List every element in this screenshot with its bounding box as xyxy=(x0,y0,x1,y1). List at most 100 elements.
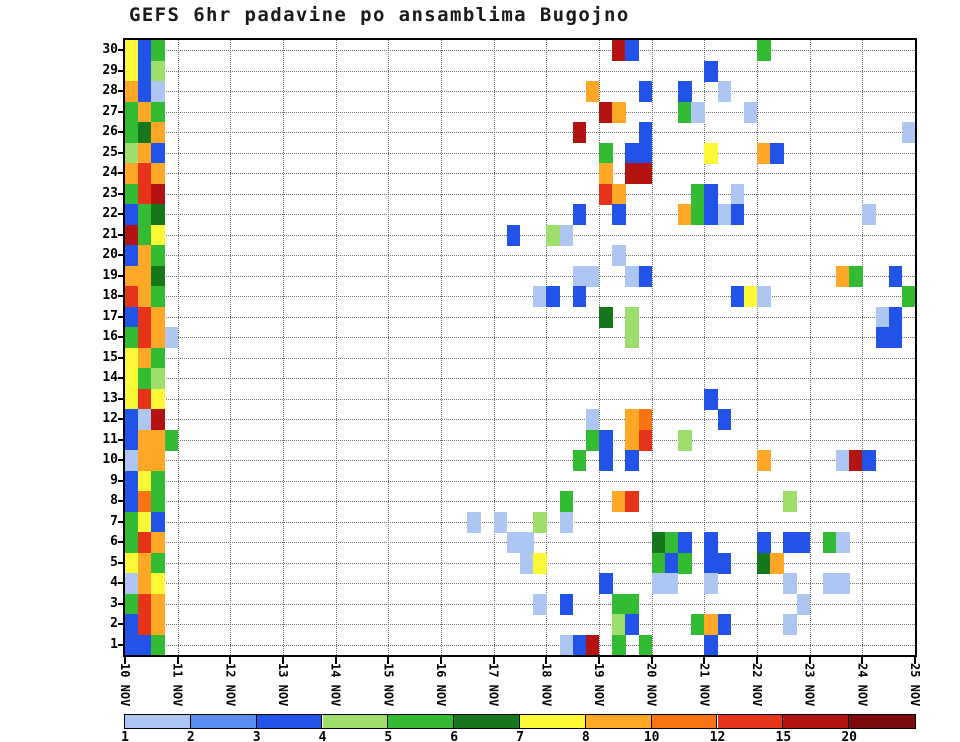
heatmap-cell xyxy=(151,306,165,328)
heatmap-cell xyxy=(704,60,718,82)
y-axis-tick-mark xyxy=(118,377,125,380)
heatmap-cell xyxy=(125,101,139,123)
heatmap-cell xyxy=(546,224,560,246)
color-scale-segment xyxy=(783,715,850,728)
gridline-horizontal xyxy=(125,583,915,585)
heatmap-cell xyxy=(691,101,705,123)
heatmap-cell xyxy=(125,634,139,655)
gridline-horizontal xyxy=(125,214,915,216)
heatmap-cell xyxy=(151,388,165,410)
heatmap-cell xyxy=(678,429,692,451)
heatmap-cell xyxy=(757,40,771,61)
color-scale-tick-label: 7 xyxy=(516,730,524,742)
heatmap-cell xyxy=(625,593,639,615)
x-axis-tick-label: 19 NOV xyxy=(592,663,606,707)
heatmap-cell xyxy=(151,511,165,533)
heatmap-cell xyxy=(138,409,152,430)
gridline-vertical xyxy=(230,40,232,655)
y-axis-tick-label: 15 xyxy=(102,349,118,365)
color-scale-segment xyxy=(454,715,520,728)
heatmap-cell xyxy=(599,429,613,451)
color-scale-segment xyxy=(322,715,389,728)
heatmap-cell xyxy=(730,286,745,307)
heatmap-cell xyxy=(151,532,165,553)
y-axis-tick-mark xyxy=(118,500,125,503)
color-scale-bar xyxy=(124,714,916,729)
y-axis-tick-label: 4 xyxy=(110,575,118,591)
y-axis-tick-mark xyxy=(118,172,125,175)
heatmap-cell xyxy=(625,429,639,451)
heatmap-cell xyxy=(559,511,574,533)
x-axis-tick-mark xyxy=(861,656,864,664)
y-axis-tick-label: 23 xyxy=(102,185,118,201)
color-scale-tick-label: 5 xyxy=(384,730,393,742)
heatmap-cell xyxy=(585,81,600,102)
y-axis-tick-mark xyxy=(118,49,125,52)
heatmap-cell xyxy=(138,40,152,61)
heatmap-cell xyxy=(572,634,587,655)
heatmap-cell xyxy=(625,40,639,61)
heatmap-cell xyxy=(533,552,547,574)
gridline-horizontal xyxy=(125,50,915,52)
heatmap-cell xyxy=(599,450,613,471)
color-scale-tick-label: 1 xyxy=(121,730,129,742)
x-axis-tick-label: 18 NOV xyxy=(539,663,554,707)
y-axis-tick-label: 7 xyxy=(110,513,118,529)
heatmap-cell xyxy=(625,163,639,184)
color-scale-segment xyxy=(256,715,323,728)
x-axis-tick-mark xyxy=(229,656,232,664)
y-axis-tick-label: 16 xyxy=(102,329,118,345)
heatmap-cell xyxy=(138,450,152,471)
gridline-horizontal xyxy=(125,357,915,359)
y-axis-tick-mark xyxy=(118,131,125,134)
y-axis-tick-mark xyxy=(118,295,125,298)
heatmap-cell xyxy=(125,552,139,574)
heatmap-cell xyxy=(691,183,705,205)
gridline-horizontal xyxy=(125,419,915,421)
heatmap-cell xyxy=(625,450,639,471)
x-axis-tick-label: 14 NOV xyxy=(328,663,343,707)
x-axis-tick-mark xyxy=(334,656,337,664)
heatmap-cell xyxy=(151,327,165,348)
heatmap-cell xyxy=(125,81,139,102)
gridline-vertical xyxy=(599,40,600,655)
heatmap-cell xyxy=(585,634,600,655)
x-axis-tick-mark xyxy=(703,656,706,664)
y-axis-tick-mark xyxy=(118,561,125,564)
heatmap-cell xyxy=(612,40,626,61)
x-axis-tick-label: 23 NOV xyxy=(802,663,817,707)
x-axis-tick-mark xyxy=(914,656,916,664)
heatmap-cell xyxy=(717,409,732,430)
heatmap-cell xyxy=(125,532,139,553)
color-scale-tick-label: 6 xyxy=(450,730,459,742)
heatmap-cell xyxy=(138,204,152,225)
heatmap-cell xyxy=(151,40,165,61)
heatmap-cell xyxy=(533,511,547,533)
x-axis-tick-label: 24 NOV xyxy=(855,663,870,707)
heatmap-cell xyxy=(717,552,732,574)
heatmap-cell xyxy=(625,265,639,287)
y-axis-tick-label: 27 xyxy=(102,103,118,119)
x-axis-tick-mark xyxy=(545,656,548,664)
color-scale-segment xyxy=(190,715,257,728)
x-axis-tick-mark xyxy=(387,656,390,664)
color-scale-segment xyxy=(717,715,784,728)
heatmap-cell xyxy=(678,101,692,123)
heatmap-cell xyxy=(151,122,165,143)
heatmap-cell xyxy=(678,552,692,574)
gridline-horizontal xyxy=(125,378,915,380)
heatmap-cell xyxy=(533,286,547,307)
gridline-horizontal xyxy=(125,70,915,72)
heatmap-cell xyxy=(138,224,152,246)
heatmap-cell xyxy=(125,347,139,369)
y-axis-tick-mark xyxy=(118,602,125,605)
heatmap-cell xyxy=(822,573,837,594)
heatmap-cell xyxy=(612,491,626,512)
y-axis-tick-mark xyxy=(118,479,125,482)
heatmap-cell xyxy=(796,532,811,553)
heatmap-cell xyxy=(888,265,903,287)
heatmap-cell xyxy=(704,573,718,594)
gridline-vertical xyxy=(441,40,442,655)
heatmap-cell xyxy=(757,552,771,574)
y-axis-tick-mark xyxy=(118,397,125,400)
